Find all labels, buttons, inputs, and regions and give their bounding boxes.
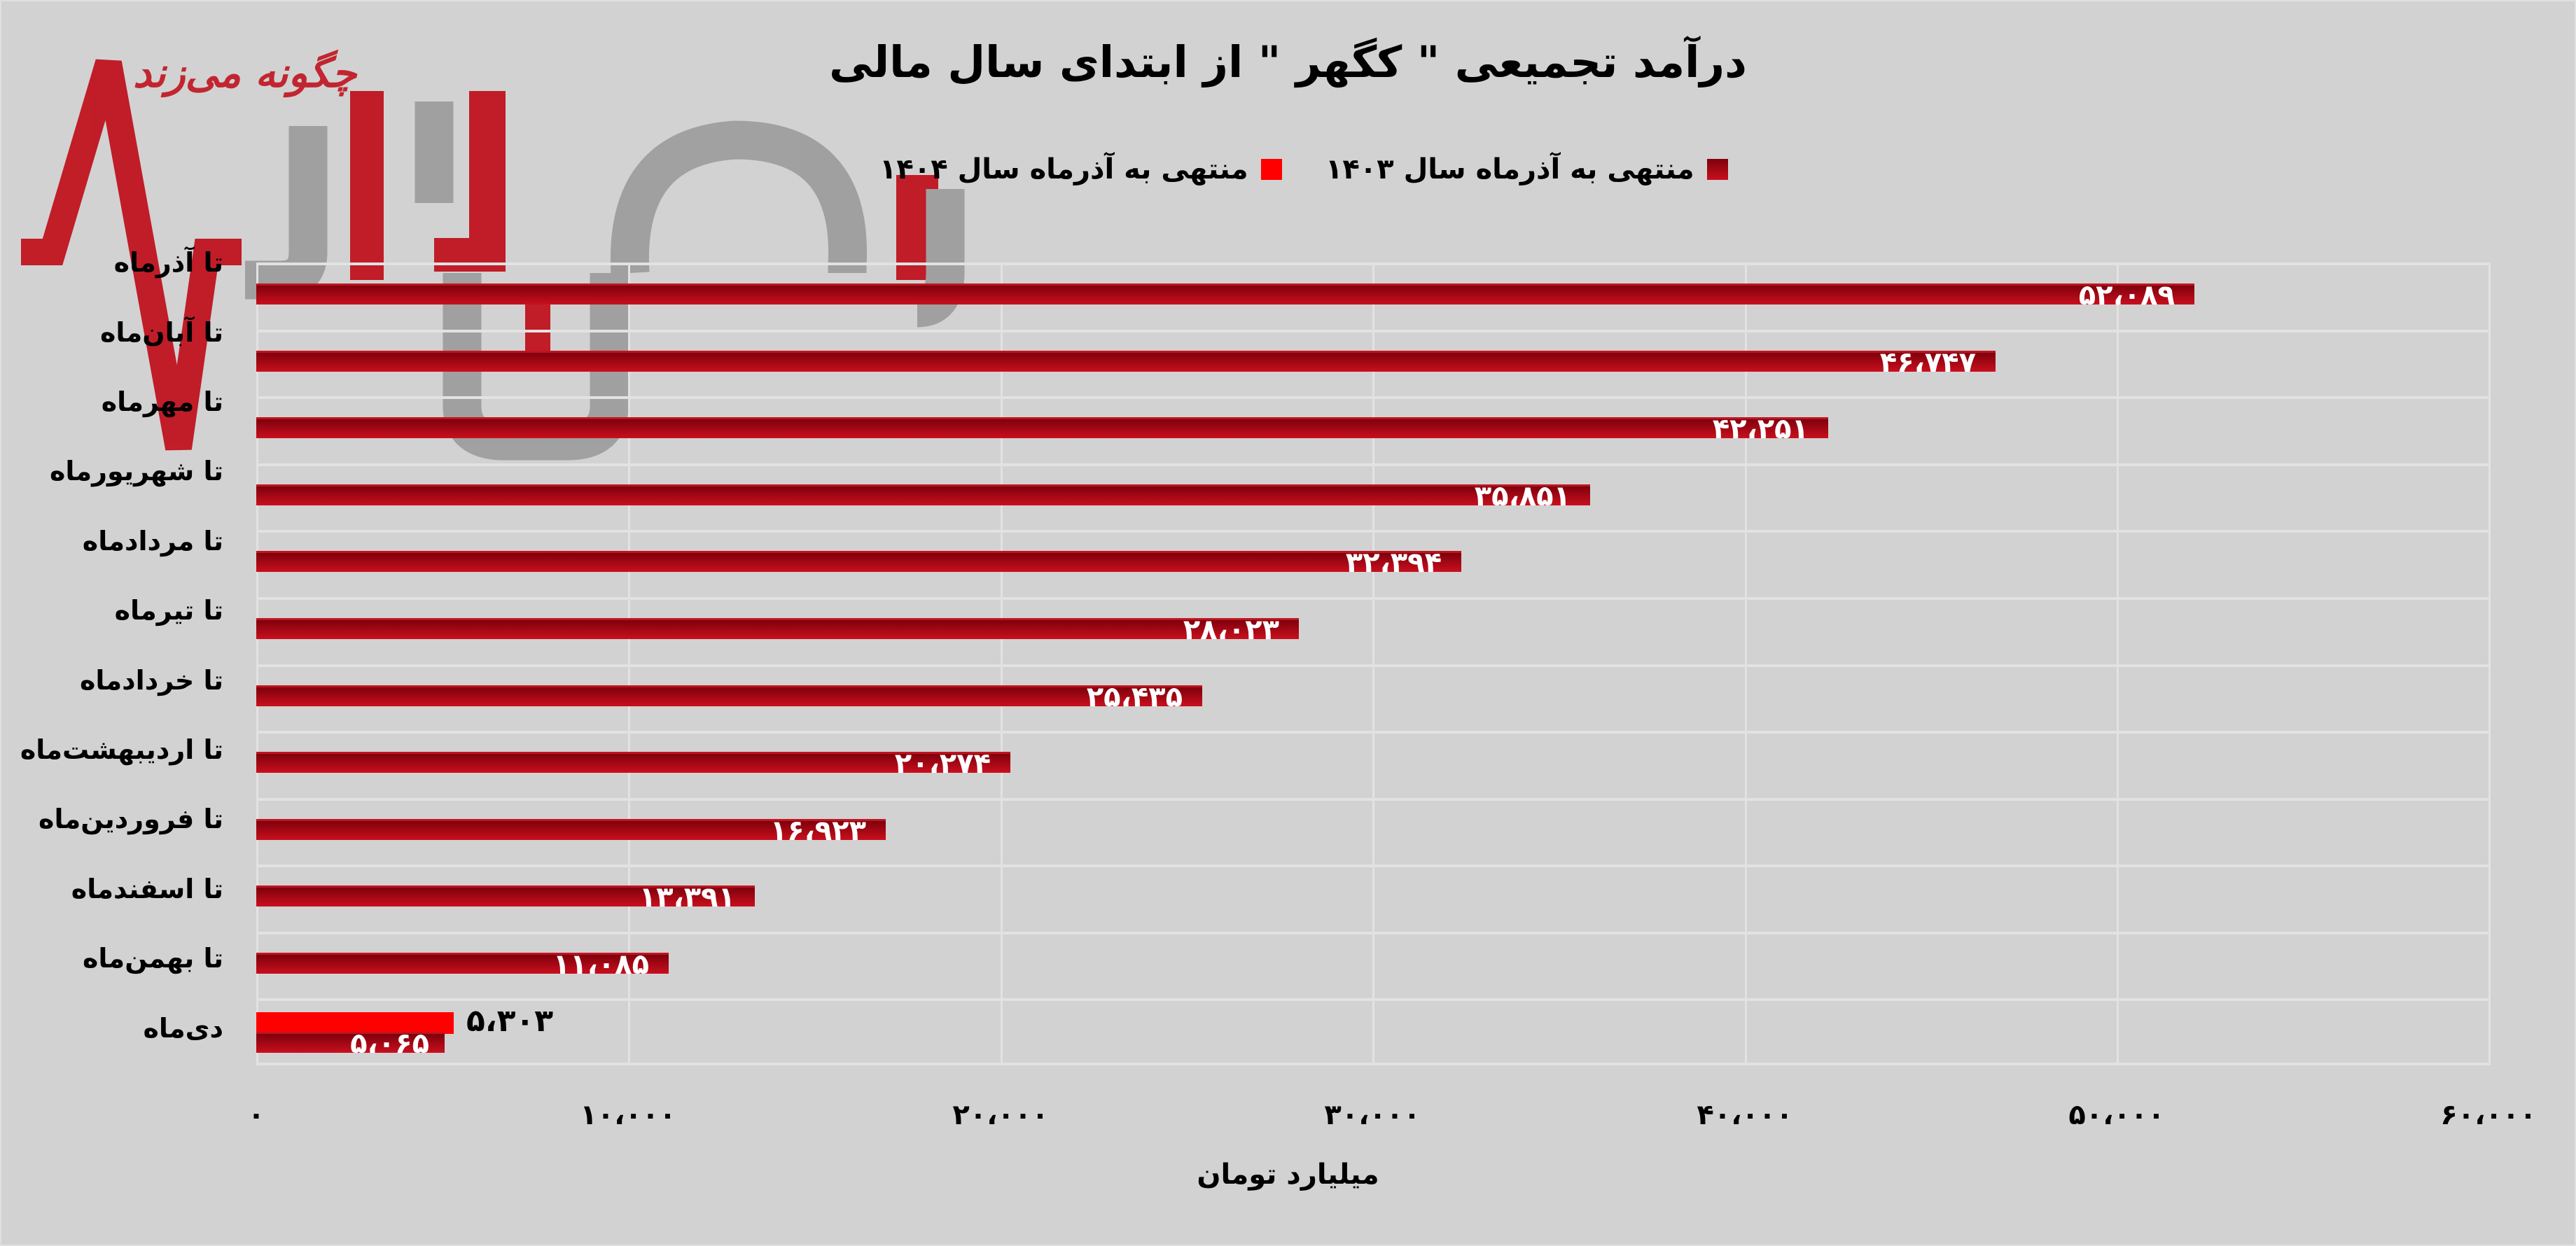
- gridline: [1745, 262, 1747, 1065]
- gridline: [1372, 262, 1374, 1065]
- gridline: [256, 932, 2490, 934]
- bar-value-label: ۱۱،۰۸۵: [552, 948, 649, 981]
- row-label: دی‌ماه: [143, 1013, 223, 1044]
- row-label: تا آبان‌ماه: [100, 317, 223, 348]
- bar-value-label: ۱۳،۳۹۱: [639, 881, 735, 913]
- legend: منتهی به آذرماه سال ۱۴۰۳ منتهی به آذرماه…: [0, 148, 2576, 190]
- row-label: تا اردیبهشت‌ماه: [20, 734, 223, 765]
- x-tick-label: ۱۰،۰۰۰: [580, 1099, 676, 1131]
- bar-value-label: ۴۲،۲۵۱: [1712, 413, 1809, 445]
- gridline: [256, 1063, 2490, 1065]
- gridline: [256, 998, 2490, 1001]
- row-label: تا فروردین‌ماه: [39, 804, 223, 834]
- gridline: [2488, 262, 2491, 1065]
- bar-1403[interactable]: ۲۸،۰۲۳: [256, 616, 1299, 644]
- gridline: [628, 262, 630, 1065]
- x-tick-label: ۰: [247, 1099, 265, 1131]
- row-label: تا آذرماه: [113, 247, 223, 278]
- x-tick-label: ۴۰،۰۰۰: [1697, 1099, 1793, 1131]
- bar-value-label: ۴۶،۷۴۷: [1879, 346, 1976, 379]
- row-label: تا خردادماه: [79, 665, 223, 696]
- bar-value-label: ۲۸،۰۲۳: [1183, 614, 1279, 646]
- bar-value-label: ۳۵،۸۵۱: [1474, 480, 1571, 512]
- x-axis-title: میلیارد تومان: [1197, 1158, 1379, 1191]
- gridline: [256, 330, 2490, 332]
- legend-label-1404: منتهی به آذرماه سال ۱۴۰۴: [879, 153, 1248, 186]
- legend-marker-1403: [1706, 159, 1728, 180]
- row-label: تا مهرماه: [101, 386, 223, 417]
- row-label: تا اسفندماه: [71, 874, 223, 904]
- gridline: [256, 262, 2490, 265]
- legend-marker-1404: [1260, 159, 1282, 180]
- gridline: [256, 864, 2490, 867]
- gridline: [256, 597, 2490, 600]
- bar-value-label: ۲۰،۲۷۴: [894, 748, 991, 780]
- bar-1403[interactable]: ۱۳،۳۹۱: [256, 883, 755, 911]
- bar-value-label: ۵۲،۰۸۹: [2078, 279, 2175, 312]
- bar-1403[interactable]: ۴۶،۷۴۷: [256, 349, 1996, 377]
- gridline: [256, 396, 2490, 399]
- gridline: [256, 731, 2490, 734]
- x-tick-label: ۶۰،۰۰۰: [2440, 1099, 2537, 1131]
- x-tick-label: ۲۰،۰۰۰: [952, 1099, 1049, 1131]
- gridline: [256, 262, 258, 1065]
- legend-item-1403[interactable]: منتهی به آذرماه سال ۱۴۰۳: [1325, 148, 1728, 190]
- bar-1404[interactable]: [256, 1012, 454, 1034]
- row-label: تا مردادماه: [82, 526, 223, 556]
- bar-1403[interactable]: ۲۰،۲۷۴: [256, 750, 1010, 778]
- bar-1403[interactable]: ۳۲،۳۹۴: [256, 549, 1461, 577]
- bar-1403[interactable]: ۲۵،۴۳۵: [256, 683, 1202, 711]
- legend-item-1404[interactable]: منتهی به آذرماه سال ۱۴۰۴: [879, 148, 1282, 190]
- legend-label-1403: منتهی به آذرماه سال ۱۴۰۳: [1325, 153, 1694, 186]
- bar-1403[interactable]: ۳۵،۸۵۱: [256, 482, 1590, 510]
- gridline: [256, 530, 2490, 533]
- gridline: [256, 463, 2490, 466]
- bar-1403[interactable]: ۱۱،۰۸۵: [256, 951, 669, 979]
- bar-1403[interactable]: ۵۲،۰۸۹: [256, 281, 2194, 309]
- bar-value-label-1404: ۵،۳۰۳: [466, 1003, 554, 1039]
- bar-value-label: ۱۶،۹۲۳: [770, 815, 866, 847]
- gridline: [1001, 262, 1003, 1065]
- row-label: تا بهمن‌ماه: [82, 943, 223, 974]
- bar-value-label: ۳۲،۳۹۴: [1345, 547, 1442, 579]
- bar-1403[interactable]: ۵،۰۶۵: [256, 1030, 445, 1058]
- row-label: تا تیرماه: [114, 595, 223, 626]
- bar-value-label: ۵،۰۶۵: [350, 1028, 429, 1060]
- bar-1403[interactable]: ۴۲،۲۵۱: [256, 415, 1828, 443]
- row-label: تا شهریورماه: [49, 456, 223, 486]
- gridline: [256, 664, 2490, 667]
- plot-area: ۵۲،۰۸۹ ۴۶،۷۴۷ ۴۲،۲۵۱ ۳۵،۸۵۱ ۳۲،۳۹۴ ۲۸،۰۲…: [256, 262, 2491, 1065]
- x-tick-label: ۳۰،۰۰۰: [1324, 1099, 1421, 1131]
- bar-1403[interactable]: ۱۶،۹۲۳: [256, 817, 886, 845]
- x-tick-label: ۵۰،۰۰۰: [2068, 1099, 2165, 1131]
- bar-value-label: ۲۵،۴۳۵: [1086, 681, 1183, 713]
- gridline: [2117, 262, 2119, 1065]
- gridline: [256, 798, 2490, 801]
- chart-title: درآمد تجمیعی " کگهر " از ابتدای سال مالی: [829, 36, 1748, 88]
